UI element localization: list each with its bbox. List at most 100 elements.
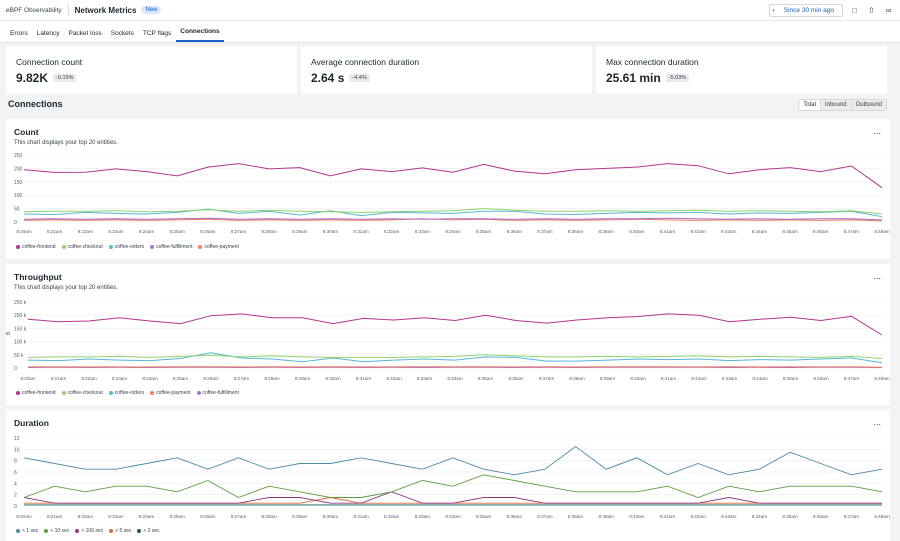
tab-errors[interactable]: Errors	[10, 30, 28, 37]
legend-item[interactable]: coffee-checkout	[61, 390, 103, 396]
direction-toggle: Total Inbound Outbound	[798, 99, 887, 111]
legend-dot-icon	[16, 245, 20, 249]
time-range-label[interactable]: Since 30 min ago	[783, 6, 834, 14]
legend-item[interactable]: coffee-orders	[108, 244, 145, 250]
x-tick-label: 8:25am	[170, 514, 185, 519]
legend-dot-icon	[61, 245, 66, 249]
tab-connections[interactable]: Connections	[176, 28, 224, 42]
x-tick-label: 8:36am	[507, 514, 522, 519]
x-tick-label: 8:26am	[203, 376, 218, 381]
x-tick-label: 8:47am	[844, 229, 859, 234]
chart-subtitle: This chart displays your top 20 entities…	[14, 140, 118, 146]
y-tick-label: 8	[14, 459, 17, 465]
legend-item[interactable]: coffee-frontend	[16, 390, 56, 396]
legend-label: coffee-orders	[114, 244, 145, 250]
y-tick-label: 0	[14, 504, 17, 510]
tab-packet-loss[interactable]: Packet loss	[68, 30, 102, 37]
legend-item[interactable]: > 5 sec	[109, 528, 131, 534]
legend-dot-icon	[16, 529, 20, 533]
kpi-label: Connection count	[16, 57, 83, 67]
tab-sockets[interactable]: Sockets	[110, 30, 134, 37]
series-line-coffee-payment[interactable]	[27, 366, 883, 368]
legend-item[interactable]: < 100 sec	[75, 528, 103, 534]
x-tick-label: 8:42am	[690, 514, 705, 519]
x-tick-label: 8:47am	[844, 376, 859, 381]
legend-dot-icon	[150, 391, 155, 395]
legend-item[interactable]: < 1 sec	[16, 528, 38, 534]
x-tick-label: 8:37am	[537, 229, 552, 234]
legend-item[interactable]: coffee-checkout	[61, 244, 103, 250]
series-line-coffee-orders[interactable]	[23, 208, 883, 218]
chart-legend: < 1 sec < 10 sec < 100 sec > 5 sec < 2 sec	[16, 528, 160, 534]
comment-icon[interactable]: □	[852, 5, 857, 15]
legend-item[interactable]: coffee-orders	[108, 390, 144, 396]
x-tick-label: 8:48am	[874, 514, 889, 519]
more-menu-icon[interactable]: ...	[873, 417, 881, 427]
x-tick-label: 8:39am	[599, 229, 614, 234]
breadcrumb[interactable]: eBPF Observability	[6, 6, 62, 14]
tab-latency[interactable]: Latency	[36, 30, 60, 37]
legend-item[interactable]: < 10 sec	[44, 528, 69, 534]
x-tick-label: 8:32am	[384, 229, 399, 234]
legend-label: coffee-checkout	[67, 390, 103, 396]
toggle-total[interactable]: Total	[799, 100, 820, 110]
link-icon[interactable]: ∞	[885, 5, 892, 15]
legend-label: < 2 sec	[143, 528, 160, 534]
y-tick-label: 250 k	[14, 300, 27, 306]
series-line-coffee-frontend[interactable]	[23, 163, 883, 189]
x-tick-label: 8:35am	[476, 229, 491, 234]
legend-label: coffee-fulfillment	[202, 390, 239, 396]
x-tick-label: 8:28am	[261, 229, 276, 234]
tab-tcp-flags[interactable]: TCP flags	[142, 30, 172, 37]
more-menu-icon[interactable]: ...	[873, 126, 881, 136]
chart-title: Count	[14, 127, 39, 137]
x-tick-label: 8:37am	[537, 514, 552, 519]
series-line--10-sec[interactable]	[23, 474, 883, 498]
divider	[67, 5, 69, 15]
y-tick-label: 50	[14, 207, 20, 213]
legend-item[interactable]: coffee-payment	[198, 244, 239, 250]
series-line-coffee-fulfillment[interactable]	[23, 217, 883, 221]
x-tick-label: 8:24am	[139, 514, 154, 519]
count-card: Count This chart displays your top 20 en…	[6, 119, 890, 259]
x-tick-label: 8:38am	[569, 376, 584, 381]
x-tick-label: 8:29am	[292, 229, 307, 234]
x-tick-label: 8:34am	[445, 514, 460, 519]
legend-label: < 10 sec	[50, 528, 70, 534]
more-menu-icon[interactable]: ...	[873, 271, 881, 281]
x-tick-label: 8:40am	[629, 514, 644, 519]
kpi-delta-badge: -5.03%	[665, 74, 690, 82]
x-tick-label: 8:30am	[325, 376, 340, 381]
legend-item[interactable]: coffee-payment	[150, 390, 191, 396]
legend-label: coffee-checkout	[67, 244, 103, 250]
y-tick-label: 150	[14, 180, 23, 186]
kpi-delta-badge: -4.4%	[349, 74, 370, 82]
x-tick-label: 8:20am	[16, 514, 31, 519]
x-tick-label: 8:30am	[323, 229, 338, 234]
legend-item[interactable]: coffee-fulfillment	[196, 390, 239, 396]
legend-label: coffee-fulfillment	[156, 244, 193, 250]
series-line-coffee-frontend[interactable]	[27, 313, 883, 336]
toggle-inbound[interactable]: Inbound	[819, 100, 851, 110]
x-tick-label: 8:31am	[356, 376, 371, 381]
tab-bar: Errors Latency Packet loss Sockets TCP flags…	[0, 21, 900, 43]
x-tick-label: 8:41am	[661, 376, 676, 381]
share-icon[interactable]: ⇧	[868, 5, 875, 15]
series-line-coffee-payment[interactable]	[23, 218, 883, 222]
x-tick-label: 8:33am	[417, 376, 432, 381]
legend-label: coffee-payment	[156, 390, 191, 396]
legend-item[interactable]: < 2 sec	[137, 528, 160, 534]
toggle-outbound[interactable]: Outbound	[850, 100, 886, 110]
series-line-coffee-checkout[interactable]	[27, 354, 883, 359]
legend-item[interactable]: coffee-frontend	[16, 244, 56, 250]
chart-legend: coffee-frontend coffee-checkout coffee-ord…	[16, 244, 239, 250]
chevron-left-icon[interactable]: ‹	[772, 6, 775, 14]
time-picker[interactable]: ‹ Since 30 min ago	[768, 3, 843, 17]
legend-item[interactable]: coffee-fulfillment	[150, 244, 192, 250]
series-line-coffee-checkout[interactable]	[23, 208, 883, 215]
series-line--100-sec[interactable]	[23, 491, 882, 504]
x-tick-label: 8:23am	[108, 514, 123, 519]
x-tick-label: 8:35am	[478, 376, 493, 381]
series-line-coffee-orders[interactable]	[27, 352, 883, 364]
series-line--1-sec[interactable]	[23, 445, 883, 476]
